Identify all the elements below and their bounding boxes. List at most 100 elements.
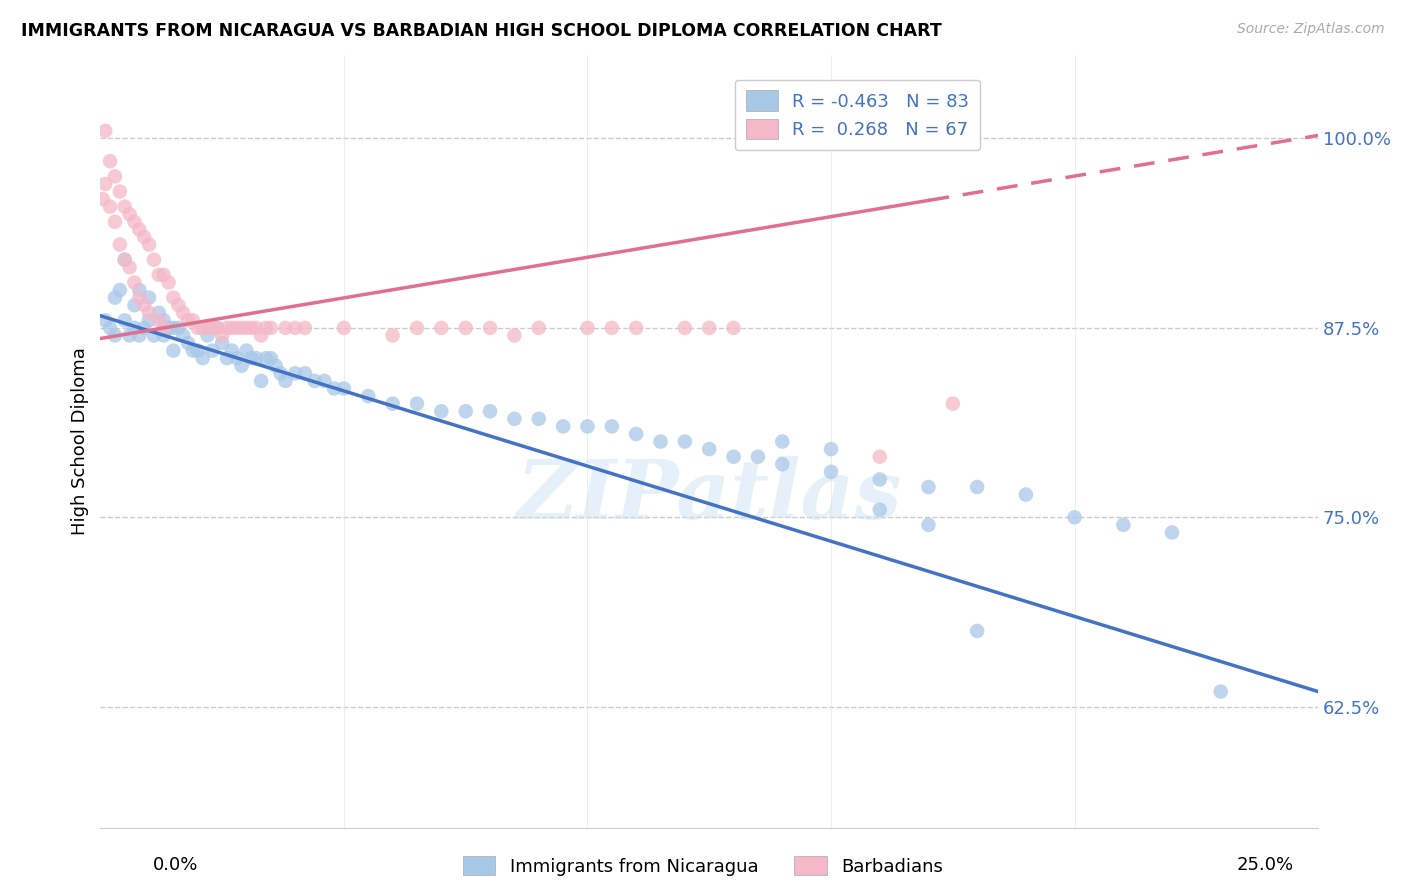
Point: [527, 412, 550, 426]
Point: [260, 321, 283, 335]
Point: [191, 321, 214, 335]
Point: [98, 154, 121, 169]
Point: [254, 351, 277, 366]
Point: [215, 321, 238, 335]
Point: [201, 321, 224, 335]
Point: [381, 328, 404, 343]
Point: [128, 291, 150, 305]
Point: [240, 321, 263, 335]
Point: [177, 336, 200, 351]
Point: [98, 321, 121, 335]
Point: [323, 382, 346, 396]
Point: [157, 276, 180, 290]
Point: [152, 268, 174, 282]
Point: [381, 397, 404, 411]
Point: [479, 321, 502, 335]
Point: [624, 427, 647, 442]
Text: ZIPatlas: ZIPatlas: [516, 456, 903, 535]
Point: [1209, 684, 1232, 698]
Point: [134, 230, 156, 244]
Point: [1063, 510, 1085, 524]
Point: [231, 359, 253, 373]
Point: [553, 419, 575, 434]
Point: [917, 517, 939, 532]
Point: [284, 367, 307, 381]
Point: [284, 321, 307, 335]
Point: [162, 343, 184, 358]
Point: [770, 434, 793, 449]
Point: [917, 480, 939, 494]
Point: [128, 328, 150, 343]
Point: [124, 215, 146, 229]
Point: [172, 328, 194, 343]
Point: [191, 351, 214, 366]
Legend: Immigrants from Nicaragua, Barbadians: Immigrants from Nicaragua, Barbadians: [456, 849, 950, 883]
Point: [128, 222, 150, 236]
Point: [304, 374, 326, 388]
Point: [142, 328, 165, 343]
Point: [167, 298, 190, 312]
Point: [148, 306, 170, 320]
Point: [114, 252, 136, 267]
Point: [264, 359, 287, 373]
Point: [357, 389, 380, 403]
Point: [187, 343, 209, 358]
Point: [697, 442, 720, 456]
Point: [406, 397, 429, 411]
Point: [221, 343, 243, 358]
Point: [124, 298, 146, 312]
Point: [152, 321, 174, 335]
Point: [172, 306, 194, 320]
Y-axis label: High School Diploma: High School Diploma: [72, 348, 89, 535]
Point: [114, 313, 136, 327]
Point: [138, 291, 160, 305]
Point: [966, 624, 988, 638]
Point: [104, 169, 127, 184]
Point: [235, 321, 257, 335]
Point: [94, 177, 117, 191]
Point: [114, 200, 136, 214]
Point: [201, 343, 224, 358]
Point: [869, 450, 891, 464]
Point: [245, 351, 267, 366]
Point: [869, 502, 891, 516]
Text: 0.0%: 0.0%: [153, 855, 198, 873]
Point: [966, 480, 988, 494]
Point: [221, 321, 243, 335]
Point: [134, 321, 156, 335]
Point: [207, 321, 229, 335]
Point: [250, 374, 273, 388]
Point: [94, 313, 117, 327]
Point: [503, 412, 526, 426]
Point: [225, 351, 247, 366]
Text: Source: ZipAtlas.com: Source: ZipAtlas.com: [1237, 22, 1385, 37]
Point: [673, 321, 696, 335]
Point: [138, 237, 160, 252]
Point: [723, 450, 745, 464]
Point: [333, 382, 356, 396]
Point: [211, 336, 233, 351]
Point: [128, 283, 150, 297]
Point: [600, 321, 623, 335]
Point: [152, 313, 174, 327]
Point: [503, 328, 526, 343]
Point: [1015, 487, 1038, 501]
Point: [148, 313, 170, 327]
Point: [108, 237, 131, 252]
Point: [138, 313, 160, 327]
Point: [673, 434, 696, 449]
Point: [314, 374, 336, 388]
Point: [124, 321, 146, 335]
Point: [162, 321, 184, 335]
Point: [820, 465, 842, 479]
Point: [108, 283, 131, 297]
Point: [231, 321, 253, 335]
Point: [104, 328, 127, 343]
Point: [225, 321, 247, 335]
Point: [138, 306, 160, 320]
Point: [118, 328, 141, 343]
Text: IMMIGRANTS FROM NICARAGUA VS BARBADIAN HIGH SCHOOL DIPLOMA CORRELATION CHART: IMMIGRANTS FROM NICARAGUA VS BARBADIAN H…: [21, 22, 942, 40]
Point: [187, 321, 209, 335]
Point: [274, 321, 297, 335]
Point: [747, 450, 769, 464]
